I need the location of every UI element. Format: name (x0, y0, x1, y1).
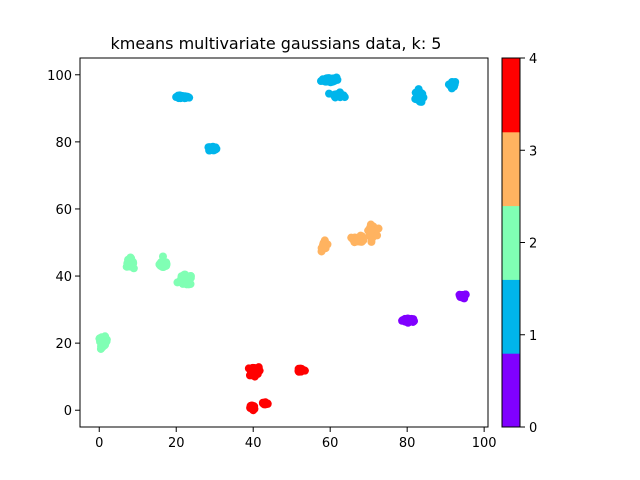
x-tick-label: 60 (322, 436, 339, 451)
scatter-point (340, 93, 349, 102)
scatter-point (410, 317, 419, 326)
x-tick-label: 20 (168, 436, 185, 451)
y-tick-label: 60 (55, 203, 72, 218)
x-tick-label: 80 (399, 436, 416, 451)
y-tick-label: 40 (55, 270, 72, 285)
colorbar-tick-label: 4 (529, 52, 537, 67)
y-tick-label: 80 (55, 136, 72, 151)
colorbar-tick-label: 3 (529, 144, 537, 159)
x-tick-label: 40 (245, 436, 262, 451)
colorbar-tick-label: 0 (529, 421, 537, 436)
x-tick-label: 100 (472, 436, 497, 451)
x-axis: 0 20 40 60 80 100 (95, 427, 497, 451)
scatter-point (374, 224, 383, 233)
colorbar-segment (502, 205, 520, 280)
scatter-point (319, 242, 328, 251)
colorbar-tick-label: 1 (529, 329, 537, 344)
colorbar-segment (502, 279, 520, 354)
scatter-point (127, 256, 136, 265)
y-tick-label: 20 (55, 337, 72, 352)
scatter-point (182, 274, 191, 283)
scatter-point (250, 366, 259, 375)
chart-title: kmeans multivariate gaussians data, k: 5 (111, 34, 442, 53)
y-axis: 0 20 40 60 80 100 (47, 69, 80, 419)
scatter-point (447, 80, 456, 89)
scatter-point (326, 75, 335, 84)
scatter-point (414, 89, 423, 98)
plot-frame (79, 57, 489, 428)
scatter-point (297, 366, 306, 375)
scatter-point (367, 226, 376, 235)
scatter-point (333, 75, 342, 84)
scatter-point (458, 293, 467, 302)
scatter-point (179, 92, 188, 101)
x-tick-label: 0 (95, 436, 103, 451)
scatter-point (210, 143, 219, 152)
scatter-points (95, 73, 470, 415)
colorbar-segment (502, 58, 520, 133)
scatter-point (358, 234, 367, 243)
scatter-point (247, 403, 256, 412)
colorbar-segment (502, 353, 520, 428)
scatter-point (158, 259, 167, 268)
y-tick-label: 0 (64, 404, 72, 419)
scatter-point (332, 90, 341, 99)
scatter-point (259, 398, 268, 407)
scatter-point (101, 340, 110, 349)
colorbar-segment (502, 131, 520, 207)
scatter-point (401, 314, 410, 323)
colorbar: 0 1 2 3 4 (501, 52, 537, 436)
colorbar-tick-label: 2 (529, 237, 537, 252)
scatter-point (367, 237, 376, 246)
y-tick-label: 100 (47, 69, 72, 84)
